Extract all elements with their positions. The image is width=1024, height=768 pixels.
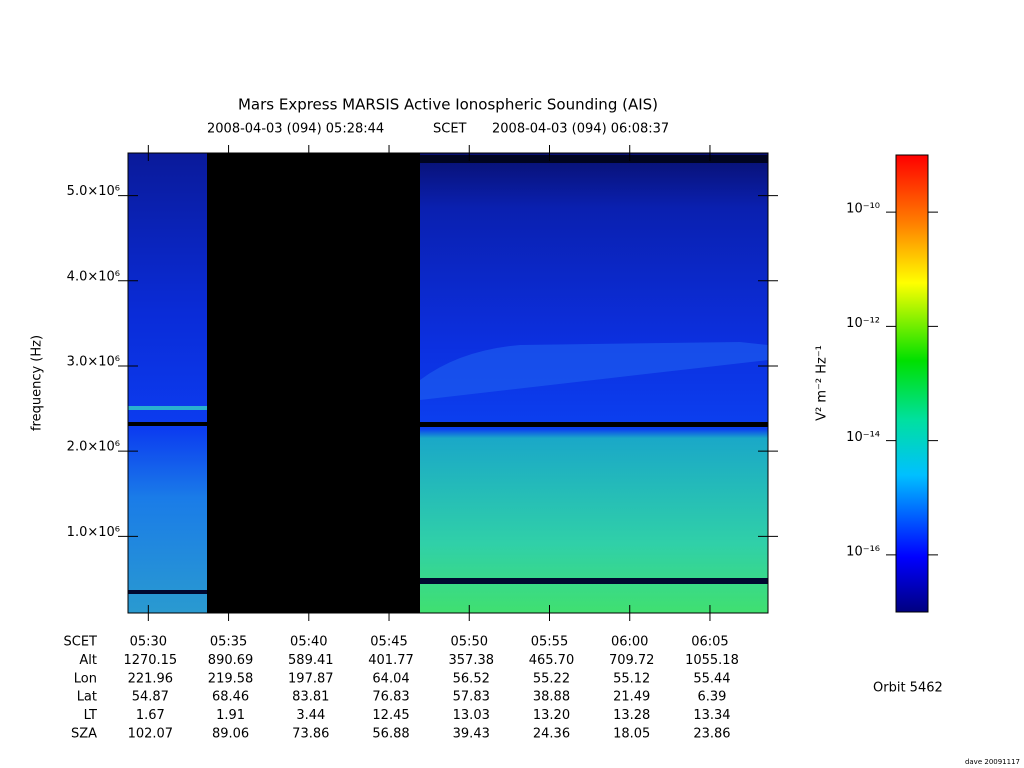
y-tick-label: 2.0×10⁶	[67, 440, 120, 455]
x-tick-label: 05:55	[531, 635, 568, 650]
ephemeris-value: 709.72	[609, 653, 655, 668]
ephemeris-value: 68.46	[212, 690, 249, 705]
ephemeris-value: 6.39	[697, 690, 726, 705]
spectrogram-left	[128, 153, 207, 613]
ephemeris-value: 55.12	[613, 671, 650, 686]
ephemeris-value: 56.88	[372, 727, 409, 742]
colorbar-tick-label: 10⁻¹⁴	[846, 430, 880, 445]
ephemeris-value: 1.67	[136, 708, 165, 723]
ephemeris-value: 3.44	[296, 708, 325, 723]
ephemeris-value: 357.38	[449, 653, 495, 668]
orbit: Orbit 5462	[873, 681, 943, 696]
ephemeris-value: 1055.18	[685, 653, 739, 668]
spectrogram	[128, 153, 768, 613]
ephemeris-value: 55.44	[693, 671, 730, 686]
colorbar-tick-label: 10⁻¹⁰	[846, 202, 880, 217]
ephemeris-value: 219.58	[208, 671, 254, 686]
x-tick-label: 05:35	[210, 635, 247, 650]
ephemeris-value: 76.83	[372, 690, 409, 705]
x-tick-label: 05:30	[130, 635, 167, 650]
x-tick-label: 06:00	[611, 635, 648, 650]
start-time: 2008-04-03 (094) 05:28:44	[207, 122, 384, 137]
ephemeris-value: 13.03	[453, 708, 490, 723]
ephemeris-value: 197.87	[288, 671, 334, 686]
ephemeris-value: 102.07	[128, 727, 174, 742]
colorbar	[895, 154, 929, 613]
ephemeris-label: Alt	[79, 653, 97, 668]
ephemeris-label: Lat	[77, 690, 97, 705]
ephemeris-value: 54.87	[132, 690, 169, 705]
ephemeris-label: Lon	[74, 671, 97, 686]
end-time: 2008-04-03 (094) 06:08:37	[492, 122, 669, 137]
ephemeris-value: 13.20	[533, 708, 570, 723]
ephemeris-label: SCET	[64, 635, 98, 650]
ephemeris-value: 13.34	[693, 708, 730, 723]
ephemeris-value: 57.83	[453, 690, 490, 705]
x-tick-label: 05:40	[290, 635, 327, 650]
ephemeris-value: 1270.15	[123, 653, 177, 668]
ephemeris-value: 1.91	[216, 708, 245, 723]
y-tick-label: 1.0×10⁶	[67, 525, 120, 540]
ephemeris-value: 24.36	[533, 727, 570, 742]
trace	[420, 342, 768, 400]
ephemeris-value: 13.28	[613, 708, 650, 723]
ephemeris-value: 12.45	[372, 708, 409, 723]
data-gap	[207, 153, 420, 613]
band	[420, 578, 768, 584]
ephemeris-value: 39.43	[453, 727, 490, 742]
colorbar-tick-label: 10⁻¹⁶	[846, 544, 880, 559]
ephemeris-value: 73.86	[292, 727, 329, 742]
x-tick-label: 05:45	[370, 635, 407, 650]
chart-title: Mars Express MARSIS Active Ionospheric S…	[238, 96, 658, 114]
band	[420, 155, 768, 163]
band	[128, 590, 207, 594]
colorbar-label: V² m⁻² Hz⁻¹	[815, 345, 830, 421]
band	[420, 422, 768, 427]
ephemeris-value: 401.77	[368, 653, 414, 668]
y-axis-label: frequency (Hz)	[30, 335, 45, 431]
credit: dave 20091117	[965, 758, 1020, 766]
ephemeris-value: 23.86	[693, 727, 730, 742]
time-system: SCET	[433, 122, 467, 137]
ephemeris-value: 465.70	[529, 653, 575, 668]
band	[128, 422, 207, 426]
ephemeris-value: 21.49	[613, 690, 650, 705]
ephemeris-value: 83.81	[292, 690, 329, 705]
ephemeris-value: 589.41	[288, 653, 334, 668]
y-tick-label: 3.0×10⁶	[67, 354, 120, 369]
colorbar-tick-label: 10⁻¹²	[846, 316, 880, 331]
ephemeris-value: 89.06	[212, 727, 249, 742]
ephemeris-value: 38.88	[533, 690, 570, 705]
ephemeris-label: LT	[84, 708, 97, 723]
y-tick-label: 5.0×10⁶	[67, 184, 120, 199]
ephemeris-value: 221.96	[128, 671, 174, 686]
ephemeris-value: 56.52	[453, 671, 490, 686]
ephemeris-value: 55.22	[533, 671, 570, 686]
ephemeris-value: 18.05	[613, 727, 650, 742]
x-tick-label: 05:50	[451, 635, 488, 650]
ephemeris-value: 64.04	[372, 671, 409, 686]
band	[128, 406, 207, 410]
ephemeris-value: 890.69	[208, 653, 254, 668]
ephemeris-label: SZA	[71, 727, 97, 742]
y-tick-label: 4.0×10⁶	[67, 269, 120, 284]
x-tick-label: 06:05	[691, 635, 728, 650]
plot-frame	[127, 152, 769, 614]
